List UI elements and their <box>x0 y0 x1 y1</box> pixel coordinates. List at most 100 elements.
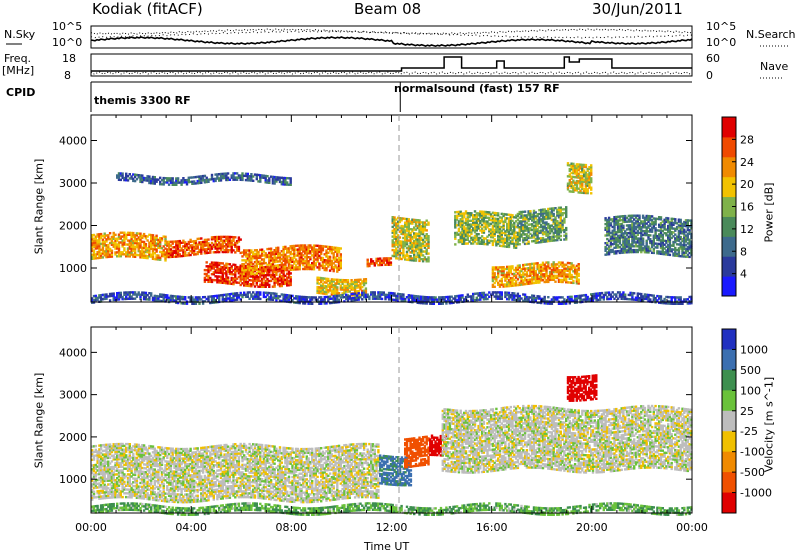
power-cell <box>387 263 391 266</box>
power-cell <box>121 251 124 254</box>
power-cell <box>328 261 332 264</box>
power-cell <box>171 246 174 249</box>
power-cell <box>391 245 394 248</box>
power-cell <box>459 214 462 217</box>
power-cell <box>318 262 321 265</box>
power-cell <box>491 283 495 287</box>
power-cell <box>284 274 287 278</box>
power-cell <box>316 254 319 257</box>
power-cell <box>264 256 267 259</box>
power-cell <box>545 280 548 284</box>
power-cell <box>525 275 529 278</box>
power-cell <box>620 247 623 251</box>
power-cell <box>243 251 246 254</box>
power-cell <box>509 217 512 220</box>
power-cell <box>514 237 518 240</box>
power-cell <box>404 256 407 259</box>
power-cell <box>404 244 407 248</box>
power-cell <box>502 241 505 244</box>
power-cell <box>219 275 223 278</box>
power-cell <box>207 265 210 268</box>
power-cell <box>334 288 337 291</box>
power-cell <box>289 272 292 275</box>
power-cell <box>554 267 557 270</box>
power-cell <box>287 249 291 252</box>
power-cell <box>207 274 210 278</box>
power-cell <box>561 269 564 272</box>
power-cell <box>582 180 586 183</box>
power-cell <box>500 220 503 223</box>
power-cell <box>584 173 588 176</box>
power-cell <box>461 229 464 232</box>
power-cell <box>321 290 325 293</box>
power-cell <box>325 281 328 284</box>
power-cell <box>638 243 641 246</box>
nsky-tick-low: 10^0 <box>52 36 83 49</box>
power-cell <box>629 216 632 219</box>
power-cell <box>500 244 503 248</box>
power-cell <box>393 253 396 256</box>
power-cell <box>629 245 632 248</box>
power-cell <box>167 248 171 251</box>
power-cell <box>547 232 550 235</box>
power-cell <box>219 269 223 273</box>
power-cell <box>548 274 552 278</box>
power-cell <box>368 264 371 268</box>
power-cell <box>155 242 158 245</box>
power-cell <box>200 246 203 250</box>
power-cell <box>327 263 330 266</box>
power-cell <box>226 266 230 270</box>
power-cell <box>246 276 249 280</box>
power-cell <box>468 240 471 243</box>
power-cell <box>559 278 562 282</box>
power-cell <box>273 270 276 273</box>
power-cell <box>479 225 482 228</box>
power-cell <box>244 259 248 262</box>
power-cell <box>382 257 385 260</box>
power-cell <box>411 243 414 246</box>
power-cell <box>633 237 636 240</box>
power-cell <box>132 245 135 248</box>
power-cell <box>302 258 305 261</box>
power-cell <box>486 297 489 301</box>
power-cell <box>380 261 384 264</box>
power-cell <box>414 220 418 224</box>
power-cell <box>137 236 140 239</box>
power-cell <box>633 233 636 236</box>
power-cell <box>321 249 325 252</box>
power-cell <box>141 256 144 259</box>
power-cell <box>545 226 548 230</box>
power-cell <box>302 260 305 263</box>
power-cell <box>141 254 144 257</box>
power-cell <box>311 302 314 305</box>
power-cell <box>302 261 305 265</box>
power-cell <box>246 259 249 262</box>
power-cell <box>615 244 618 247</box>
power-cell <box>167 255 171 259</box>
power-cell <box>470 214 473 217</box>
power-cell <box>162 253 165 256</box>
power-cell <box>114 239 117 242</box>
power-cell <box>305 298 308 301</box>
power-cell <box>200 252 203 255</box>
power-cell <box>534 220 537 224</box>
power-cell <box>568 179 571 182</box>
power-cell <box>475 214 478 217</box>
power-cell <box>223 235 226 239</box>
power-cell <box>286 259 289 262</box>
power-cell <box>541 219 545 223</box>
power-cell <box>572 188 575 192</box>
power-cell <box>511 278 514 282</box>
power-cell <box>225 235 228 239</box>
power-cell <box>538 209 541 212</box>
power-cell <box>527 242 530 245</box>
power-cell <box>373 262 376 265</box>
power-cell <box>556 227 559 230</box>
power-cell <box>624 216 627 220</box>
power-cell <box>457 240 461 244</box>
power-cell <box>491 272 495 275</box>
power-cell <box>362 289 366 292</box>
power-cell <box>561 223 564 226</box>
power-cell <box>556 221 559 225</box>
power-cell <box>572 181 575 184</box>
